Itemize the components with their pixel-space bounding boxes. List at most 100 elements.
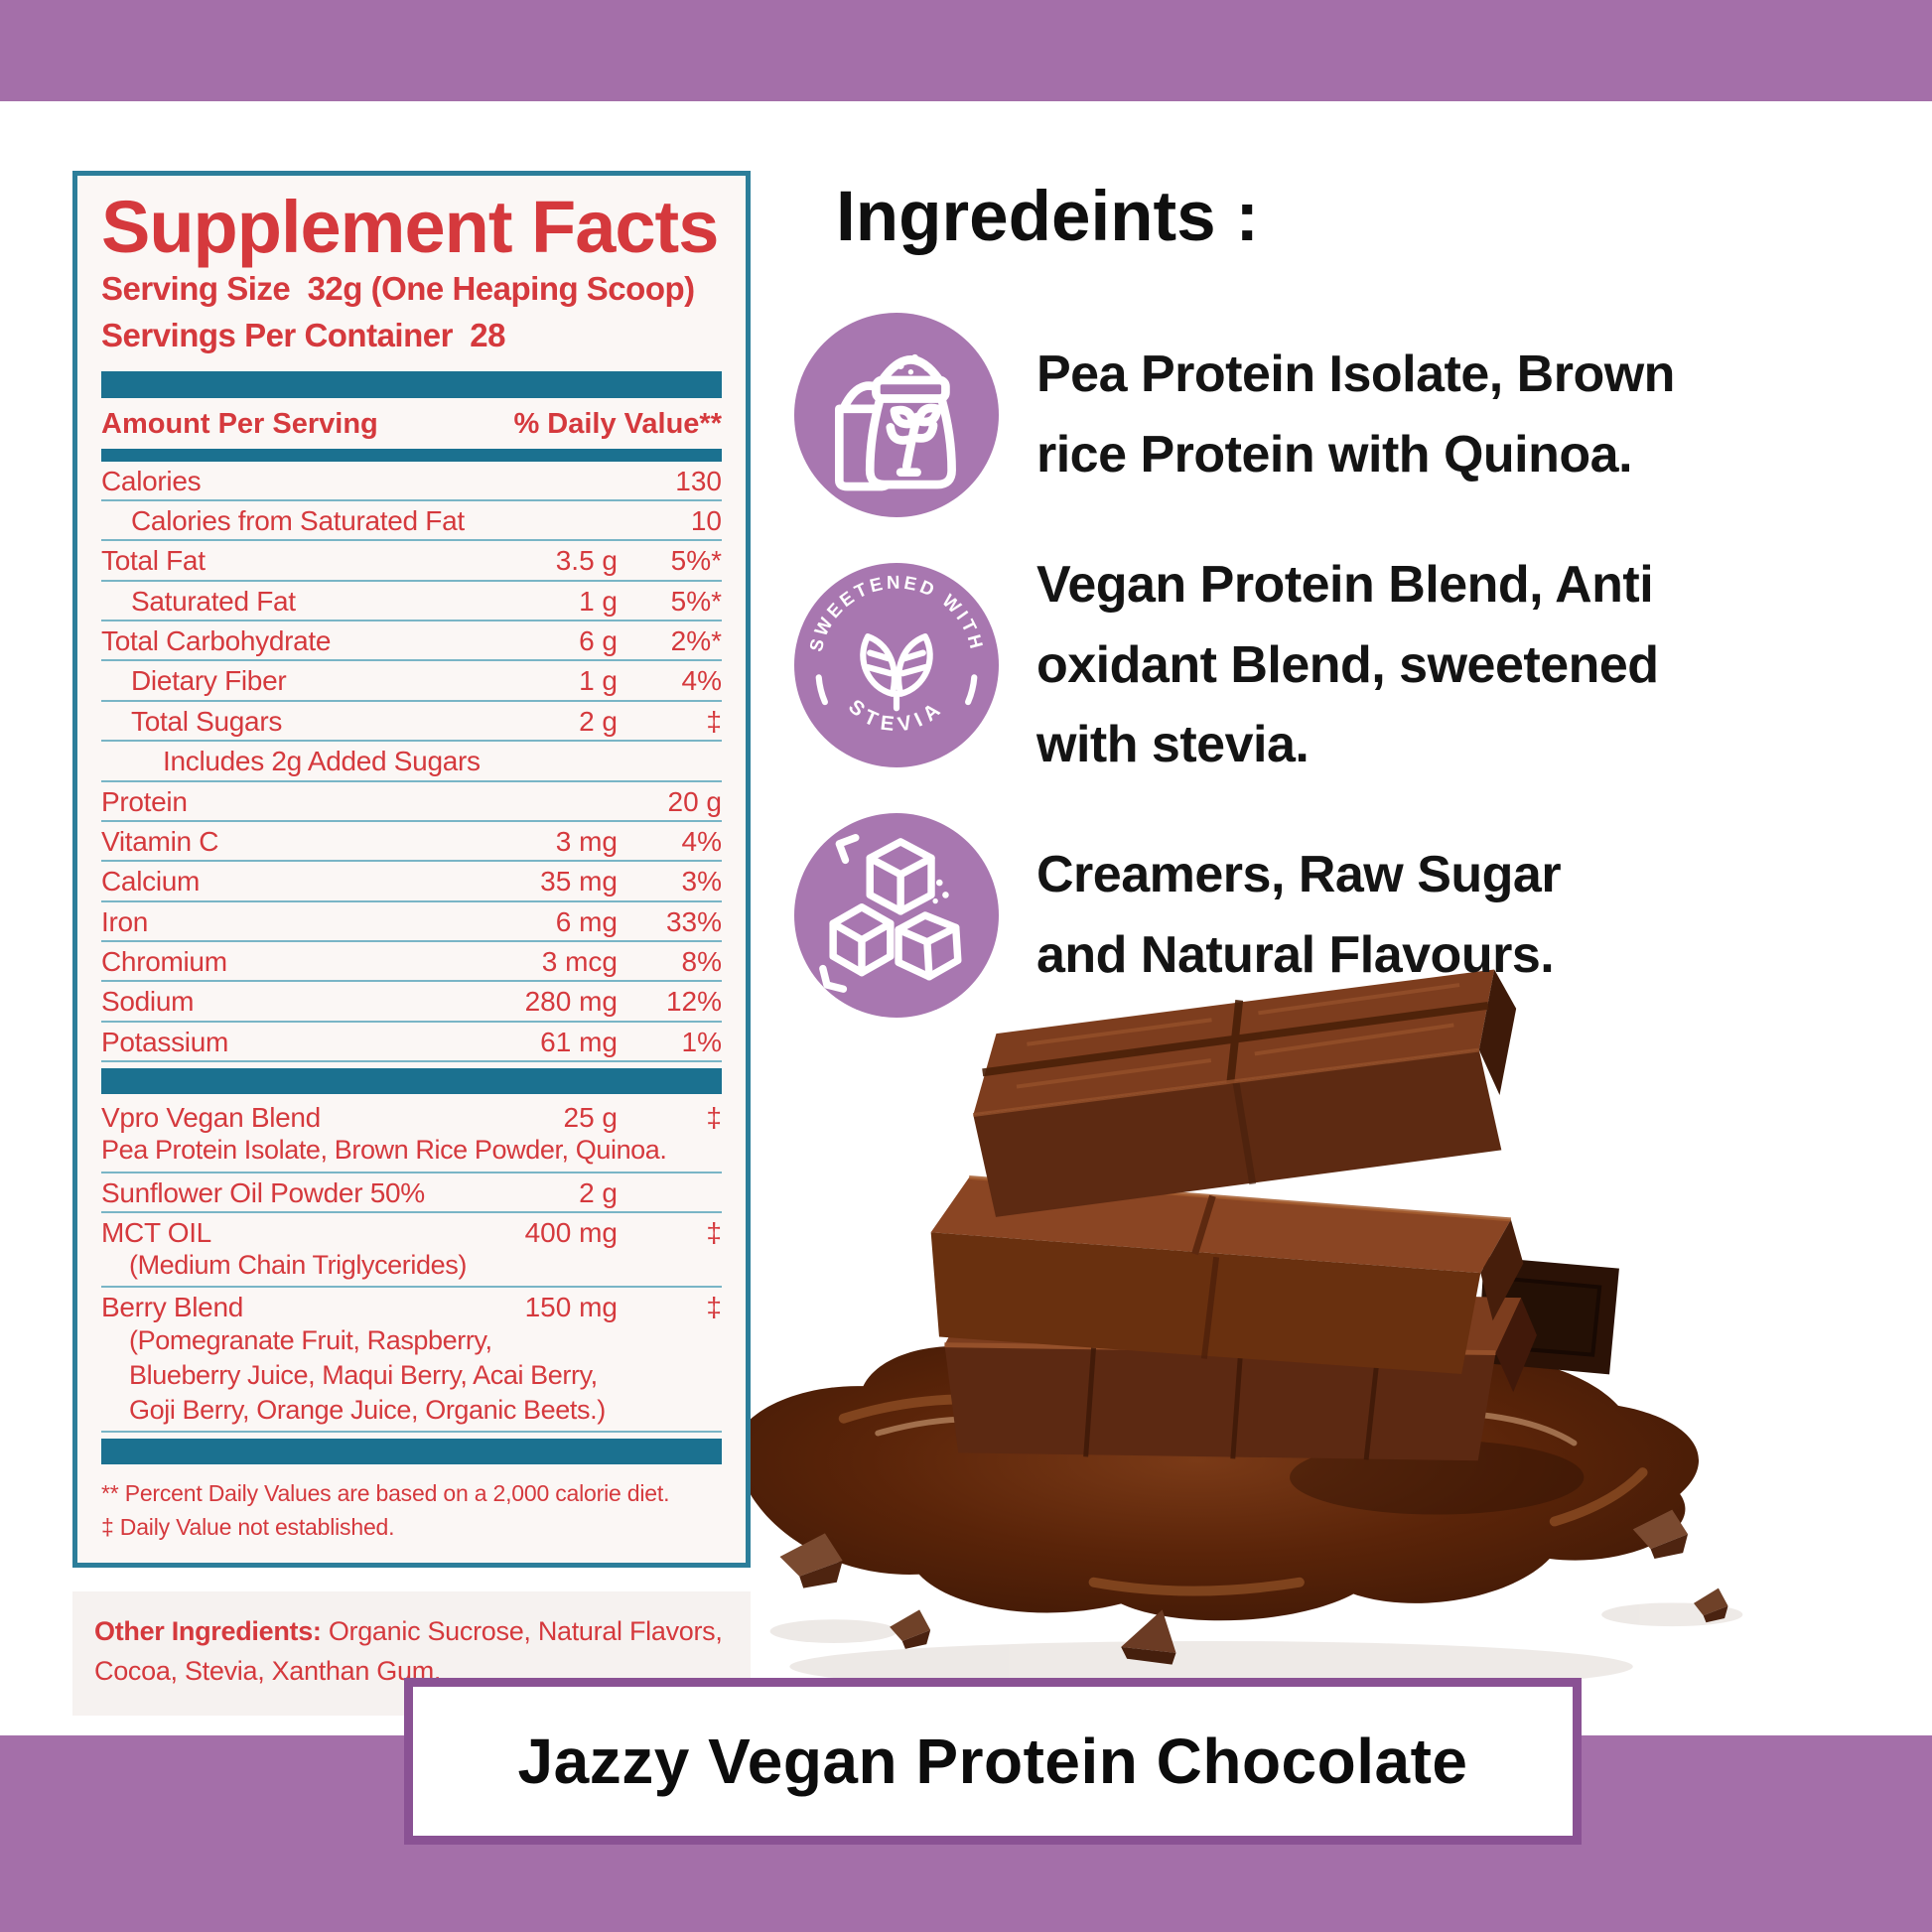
row-amount: 1 g [579, 585, 618, 617]
ingredients-heading: Ingredeints : [836, 178, 1260, 256]
stevia-badge-icon: SWEETENED WITH STEVIA [794, 562, 999, 767]
table-row: Calories 130 [101, 462, 722, 502]
row-name: Total Sugars [131, 705, 283, 737]
row-amount: 25 g [563, 1102, 619, 1134]
row-daily-value: ‡ [706, 1292, 722, 1323]
row-amount: 1 g [579, 665, 618, 697]
ingredient-item: Creamers, Raw Sugar and Natural Flavours… [794, 812, 1906, 1018]
row-name: Total Carbohydrate [101, 625, 332, 657]
table-row: Sunflower Oil Powder 50% 2 g [101, 1173, 722, 1213]
row-name: Chromium [101, 945, 227, 977]
row-subline: Blueberry Juice, Maqui Berry, Acai Berry… [129, 1359, 598, 1390]
row-daily-value: 2%* [670, 625, 722, 657]
row-daily-value: 8% [681, 945, 722, 977]
row-name: Calories from Saturated Fat [131, 505, 465, 537]
supplement-facts-title: Supplement Facts [101, 186, 719, 268]
row-name: Berry Blend [101, 1292, 243, 1323]
divider-bar [101, 370, 722, 398]
row-amount: 35 mg [540, 866, 618, 897]
table-row: Calcium 35 mg 3% [101, 862, 722, 902]
row-daily-value: 33% [665, 905, 722, 937]
row-amount: 400 mg [524, 1216, 618, 1248]
row-amount: 3 mg [555, 825, 618, 857]
row-amount: 3 mcg [541, 945, 618, 977]
row-name: Potassium [101, 1026, 229, 1057]
row-name: Total Fat [101, 545, 206, 577]
table-row: Chromium 3 mcg 8% [101, 942, 722, 983]
row-name: Vpro Vegan Blend [101, 1102, 321, 1134]
flour-sack-icon [794, 313, 999, 517]
table-row: Includes 2g Added Sugars [101, 742, 722, 782]
serving-size: Serving Size 32g (One Heaping Scoop) [101, 269, 695, 307]
table-row: Total Carbohydrate 6 g 2%* [101, 621, 722, 662]
row-name: MCT OIL [101, 1216, 211, 1248]
row-name: Sodium [101, 986, 195, 1018]
row-name: Calcium [101, 866, 201, 897]
product-title-banner: Jazzy Vegan Protein Chocolate [404, 1678, 1582, 1845]
table-row: Protein 20 g [101, 782, 722, 822]
table-row: Total Fat 3.5 g 5%* [101, 541, 722, 582]
row-amount: 280 mg [524, 986, 618, 1018]
row-name: Calories [101, 465, 202, 496]
table-row: Vitamin C 3 mg 4% [101, 822, 722, 863]
row-daily-value: ‡ [706, 1216, 722, 1248]
table-row: Potassium 61 mg 1% [101, 1023, 722, 1063]
row-amount: 61 mg [540, 1026, 618, 1057]
row-subline: (Medium Chain Triglycerides) [129, 1250, 467, 1281]
row-daily-value: 130 [675, 465, 722, 496]
ingredient-text: Vegan Protein Blend, Anti oxidant Blend,… [1036, 556, 1659, 774]
row-daily-value: ‡ [706, 1102, 722, 1134]
row-subline: Goji Berry, Orange Juice, Organic Beets.… [129, 1394, 606, 1425]
row-daily-value: ‡ [706, 705, 722, 737]
row-daily-value: 5%* [670, 545, 722, 577]
row-amount: 3.5 g [555, 545, 618, 577]
table-row: Berry Blend 150 mg ‡ (Pomegranate Fruit,… [101, 1288, 722, 1433]
divider-bar [101, 1068, 722, 1095]
row-amount: 6 mg [555, 905, 618, 937]
row-daily-value: 4% [681, 825, 722, 857]
table-header: Amount Per Serving % Daily Value** [101, 398, 722, 449]
other-ingredients-text: Organic Sucrose, Natural Flavors, Cocoa,… [94, 1615, 723, 1687]
row-amount: 2 g [579, 1176, 618, 1208]
row-name: Saturated Fat [131, 585, 296, 617]
table-row: Dietary Fiber 1 g 4% [101, 661, 722, 702]
header-amount-per-serving: Amount Per Serving [101, 407, 378, 440]
row-name: Vitamin C [101, 825, 219, 857]
footnotes: ** Percent Daily Values are based on a 2… [101, 1479, 670, 1541]
row-daily-value: 4% [681, 665, 722, 697]
row-subline: Pea Protein Isolate, Brown Rice Powder, … [101, 1135, 667, 1166]
ingredient-text: Creamers, Raw Sugar and Natural Flavours… [1036, 846, 1562, 984]
table-row: Sodium 280 mg 12% [101, 982, 722, 1023]
supplement-facts-panel: Supplement Facts Serving Size 32g (One H… [72, 171, 751, 1568]
sf-rows: Calories 130 Calories from Saturated Fat… [101, 462, 722, 1464]
row-daily-value: 3% [681, 866, 722, 897]
table-row: Vpro Vegan Blend 25 g ‡ Pea Protein Isol… [101, 1098, 722, 1173]
ingredients-column: Ingredeints : [794, 165, 1906, 1045]
row-name: Dietary Fiber [131, 665, 287, 697]
other-ingredients: Other Ingredients: Organic Sucrose, Natu… [72, 1590, 751, 1716]
supplement-facts-column: Supplement Facts Serving Size 32g (One H… [72, 171, 751, 1716]
row-amount: 150 mg [524, 1292, 618, 1323]
row-subline: (Pomegranate Fruit, Raspberry, [129, 1324, 492, 1355]
ingredient-item: Pea Protein Isolate, Brown rice Protein … [794, 313, 1906, 517]
other-ingredients-label: Other Ingredients: [94, 1615, 322, 1646]
row-amount: 2 g [579, 705, 618, 737]
table-row: Iron 6 mg 33% [101, 902, 722, 942]
row-daily-value: 20 g [667, 785, 723, 817]
row-amount: 6 g [579, 625, 618, 657]
product-title: Jazzy Vegan Protein Chocolate [517, 1725, 1468, 1797]
top-banner-bar [0, 0, 1932, 101]
ingredient-text: Pea Protein Isolate, Brown rice Protein … [1036, 345, 1675, 483]
row-name: Iron [101, 905, 149, 937]
header-daily-value: % Daily Value** [513, 407, 722, 440]
row-daily-value: 5%* [670, 585, 722, 617]
row-daily-value: 10 [690, 505, 722, 537]
row-name: Includes 2g Added Sugars [163, 746, 481, 777]
ingredient-item: SWEETENED WITH STEVIA Vegan Protein Blen… [794, 545, 1906, 785]
row-name: Protein [101, 785, 188, 817]
sugar-cubes-icon [794, 812, 999, 1018]
table-row: Saturated Fat 1 g 5%* [101, 582, 722, 622]
divider-bar [101, 448, 722, 462]
table-row: Total Sugars 2 g ‡ [101, 702, 722, 743]
